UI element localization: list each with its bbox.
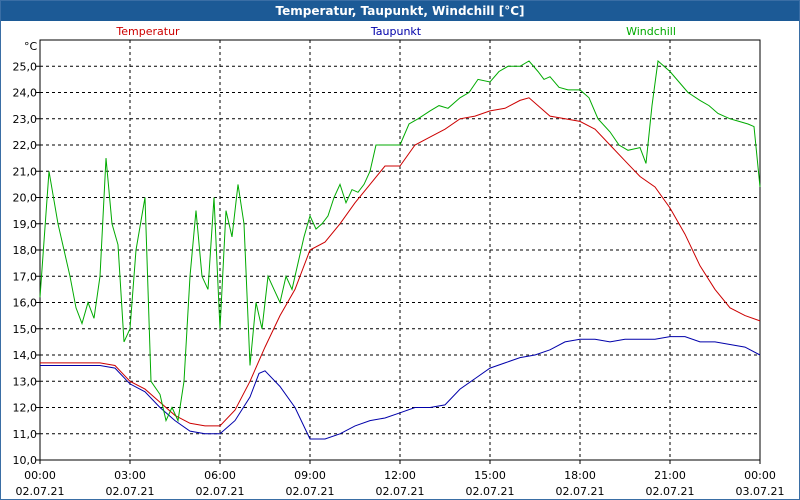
x-tick-date: 02.07.21 xyxy=(646,485,695,498)
y-axis-label: °C xyxy=(24,40,38,53)
x-tick-time: 21:00 xyxy=(654,469,686,482)
x-tick-time: 09:00 xyxy=(294,469,326,482)
grid xyxy=(40,40,760,460)
y-tick-label: 16,0 xyxy=(13,297,38,310)
x-tick-date: 02.07.21 xyxy=(106,485,155,498)
y-tick-label: 21,0 xyxy=(13,165,38,178)
x-tick-date: 02.07.21 xyxy=(556,485,605,498)
legend-windchill: Windchill xyxy=(626,25,676,38)
y-tick-label: 22,0 xyxy=(13,139,38,152)
x-tick-date: 02.07.21 xyxy=(16,485,65,498)
y-tick-label: 10,0 xyxy=(13,454,38,467)
y-tick-label: 12,0 xyxy=(13,402,38,415)
y-tick-label: 13,0 xyxy=(13,375,38,388)
x-tick-date: 02.07.21 xyxy=(286,485,335,498)
y-tick-label: 25,0 xyxy=(13,60,38,73)
y-tick-label: 18,0 xyxy=(13,244,38,257)
y-tick-label: 11,0 xyxy=(13,428,38,441)
legend-temperatur: Temperatur xyxy=(115,25,180,38)
series-line-temperatur xyxy=(40,97,761,427)
series-line-windchill xyxy=(39,60,761,423)
x-tick-time: 18:00 xyxy=(564,469,596,482)
y-tick-label: 14,0 xyxy=(13,349,38,362)
x-tick-date: 02.07.21 xyxy=(196,485,245,498)
y-tick-label: 17,0 xyxy=(13,270,38,283)
x-tick-time: 12:00 xyxy=(384,469,416,482)
x-tick-date: 02.07.21 xyxy=(466,485,515,498)
x-tick-time: 15:00 xyxy=(474,469,506,482)
chart-title: Temperatur, Taupunkt, Windchill [°C] xyxy=(1,1,799,21)
legend-taupunkt: Taupunkt xyxy=(370,25,422,38)
x-tick-time: 06:00 xyxy=(204,469,236,482)
series-lines xyxy=(39,60,761,440)
y-ticks: 10,0 11,0 12,0 13,0 14,0 15,0 16,0 17,0 18,0 19,0… xyxy=(13,60,40,467)
x-tick-time: 00:00 xyxy=(24,469,56,482)
series-line-taupunkt xyxy=(40,336,761,440)
x-tick-date: 02.07.21 xyxy=(376,485,425,498)
y-tick-label: 15,0 xyxy=(13,323,38,336)
x-tick-time: 03:00 xyxy=(114,469,146,482)
y-tick-label: 20,0 xyxy=(13,192,38,205)
y-tick-label: 23,0 xyxy=(13,113,38,126)
x-ticks: 00:00 02.07.21 03:00 02.07.21 06:00 02.07.21 0… xyxy=(16,460,785,498)
x-tick-date: 03.07.21 xyxy=(736,485,785,498)
x-tick-time: 00:00 xyxy=(744,469,776,482)
y-tick-label: 24,0 xyxy=(13,87,38,100)
y-tick-label: 19,0 xyxy=(13,218,38,231)
